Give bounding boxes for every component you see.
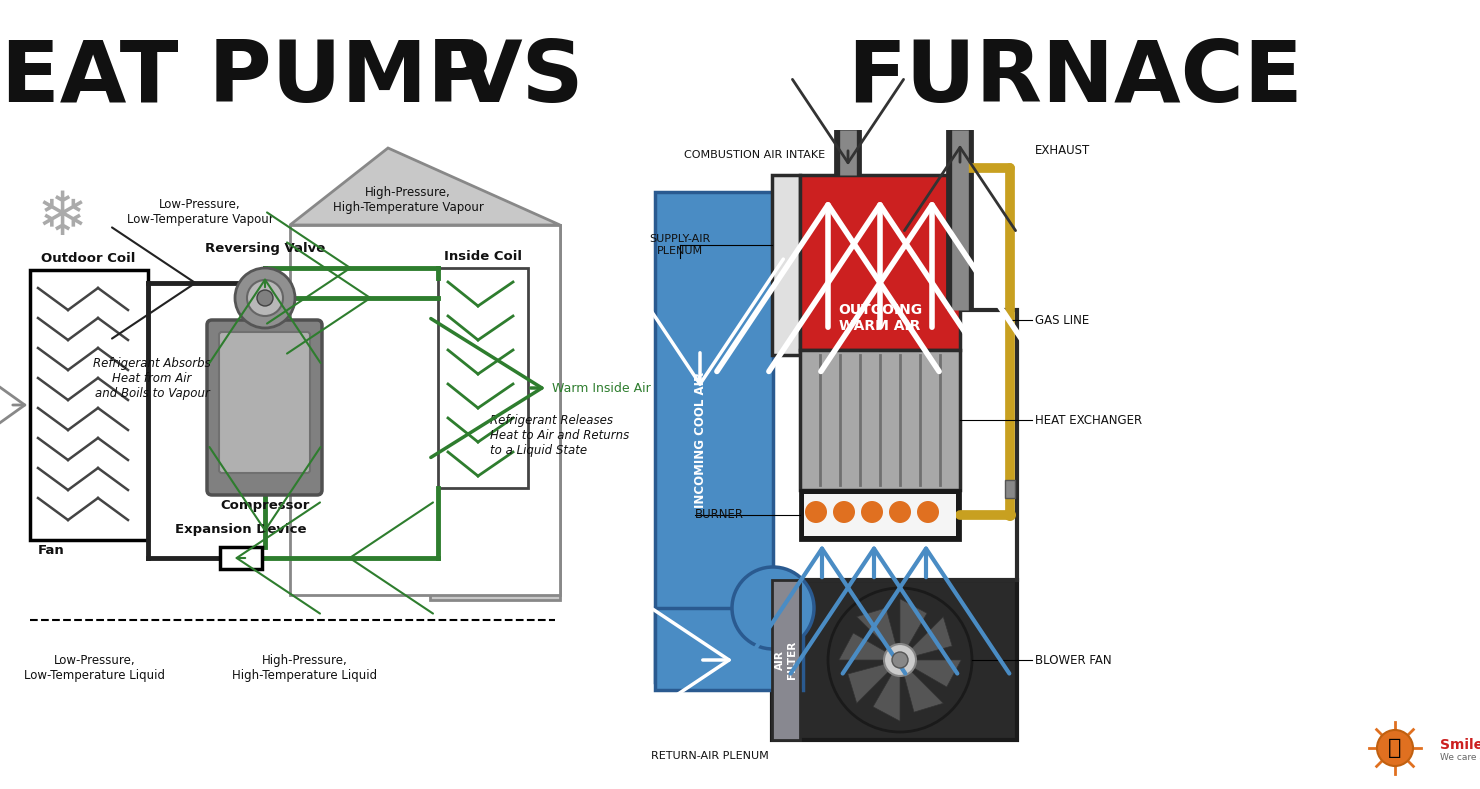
Text: Low-Pressure,
Low-Temperature Liquid: Low-Pressure, Low-Temperature Liquid [25, 654, 166, 682]
FancyBboxPatch shape [30, 270, 148, 540]
Text: EXHAUST: EXHAUST [1035, 144, 1091, 156]
FancyBboxPatch shape [290, 225, 559, 595]
Text: BURNER: BURNER [696, 508, 744, 522]
Polygon shape [848, 663, 889, 703]
Text: VS: VS [456, 36, 585, 119]
FancyBboxPatch shape [801, 350, 961, 490]
Polygon shape [910, 617, 952, 657]
Circle shape [918, 501, 938, 523]
Polygon shape [900, 599, 926, 649]
Circle shape [258, 290, 272, 306]
Text: AIR
FILTER: AIR FILTER [776, 641, 796, 679]
Circle shape [889, 501, 912, 523]
FancyBboxPatch shape [656, 192, 773, 682]
Text: Refrigerant Releases
Heat to Air and Returns
to a Liquid State: Refrigerant Releases Heat to Air and Ret… [490, 413, 629, 457]
FancyBboxPatch shape [773, 580, 1017, 740]
FancyBboxPatch shape [207, 320, 323, 495]
Circle shape [827, 588, 972, 732]
Text: OUTGOING
WARM AIR: OUTGOING WARM AIR [838, 303, 922, 333]
Text: Outdoor Coil: Outdoor Coil [41, 252, 135, 264]
Circle shape [805, 501, 827, 523]
FancyBboxPatch shape [219, 332, 309, 473]
Text: INCOMING COOL AIR: INCOMING COOL AIR [694, 372, 706, 508]
FancyBboxPatch shape [221, 547, 262, 569]
Circle shape [884, 644, 916, 676]
Text: GAS LINE: GAS LINE [1035, 313, 1089, 327]
Text: Inside Coil: Inside Coil [444, 250, 522, 264]
Text: Low-Pressure,
Low-Temperature Vapour: Low-Pressure, Low-Temperature Vapour [127, 198, 274, 226]
FancyBboxPatch shape [1005, 480, 1015, 498]
Text: High-Pressure,
High-Temperature Liquid: High-Pressure, High-Temperature Liquid [232, 654, 377, 682]
FancyBboxPatch shape [773, 310, 1017, 580]
Text: Reversing Valve: Reversing Valve [204, 241, 326, 255]
Text: HEAT EXCHANGER: HEAT EXCHANGER [1035, 413, 1143, 427]
FancyBboxPatch shape [773, 580, 801, 740]
Text: Smile HVAC: Smile HVAC [1440, 738, 1480, 752]
Text: Refrigerant Absorbs
Heat from Air
and Boils to Vapour: Refrigerant Absorbs Heat from Air and Bo… [93, 357, 210, 399]
Circle shape [1003, 509, 1015, 521]
Polygon shape [910, 660, 961, 687]
Polygon shape [873, 671, 900, 721]
FancyBboxPatch shape [801, 175, 961, 350]
FancyBboxPatch shape [801, 490, 961, 540]
Text: Compressor: Compressor [221, 499, 309, 511]
Text: We care about your comfort: We care about your comfort [1440, 753, 1480, 762]
FancyBboxPatch shape [773, 175, 801, 355]
Text: SUPPLY-AIR
PLENUM: SUPPLY-AIR PLENUM [650, 234, 710, 256]
Circle shape [1376, 730, 1413, 766]
Polygon shape [290, 148, 559, 225]
Circle shape [833, 501, 855, 523]
Polygon shape [839, 633, 889, 660]
Text: 🍁: 🍁 [1388, 738, 1402, 758]
FancyBboxPatch shape [804, 494, 956, 536]
Text: HEAT PUMP: HEAT PUMP [0, 36, 491, 119]
Text: ❄: ❄ [37, 189, 87, 248]
Circle shape [861, 501, 884, 523]
Polygon shape [903, 671, 943, 712]
Text: COMBUSTION AIR INTAKE: COMBUSTION AIR INTAKE [684, 150, 826, 160]
Text: Fan: Fan [38, 544, 65, 556]
Text: BLOWER FAN: BLOWER FAN [1035, 653, 1111, 667]
Circle shape [247, 280, 283, 316]
FancyBboxPatch shape [656, 608, 804, 690]
Text: Warm Inside Air: Warm Inside Air [552, 382, 651, 394]
FancyBboxPatch shape [438, 268, 528, 488]
Text: Expansion Device: Expansion Device [175, 523, 306, 537]
Circle shape [235, 268, 295, 328]
Polygon shape [857, 608, 897, 649]
Text: RETURN-AIR PLENUM: RETURN-AIR PLENUM [651, 751, 770, 761]
Circle shape [733, 567, 814, 649]
Text: FURNACE: FURNACE [847, 36, 1302, 119]
Text: High-Pressure,
High-Temperature Vapour: High-Pressure, High-Temperature Vapour [333, 186, 484, 214]
FancyBboxPatch shape [431, 225, 559, 600]
Circle shape [892, 652, 909, 668]
